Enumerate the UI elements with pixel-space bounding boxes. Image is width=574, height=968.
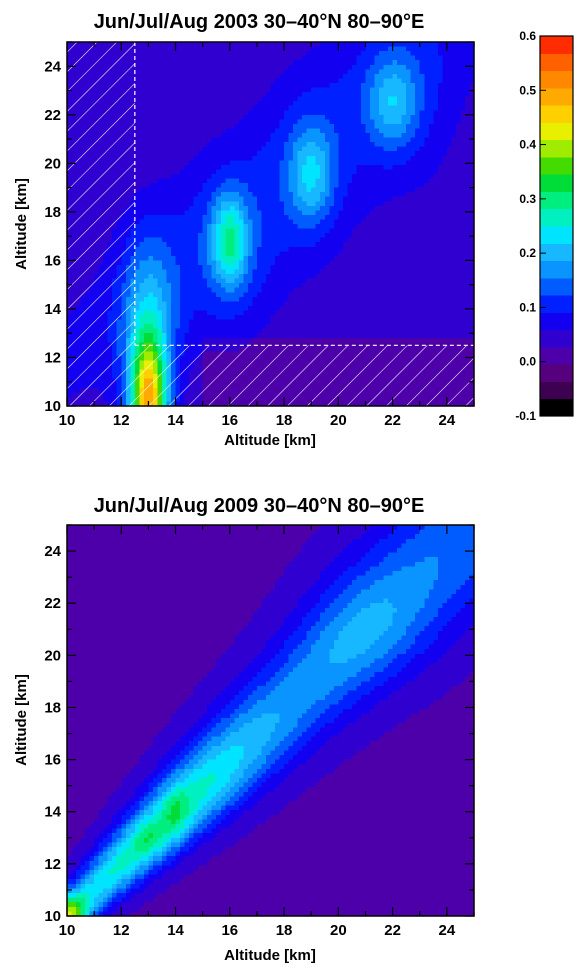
x-tick-label: 12 xyxy=(113,412,130,429)
colorbar-cell xyxy=(540,277,573,296)
colorbar-cell xyxy=(540,364,573,382)
plot-frame xyxy=(66,41,475,407)
colorbar-tick-label: 0.0 xyxy=(519,355,536,369)
x-tick-label: 14 xyxy=(167,412,184,429)
y-tick-label: 20 xyxy=(44,647,61,664)
colorbar-cell xyxy=(540,70,573,89)
colorbar-tick-label: -0.1 xyxy=(515,409,536,423)
x-tick-label: 20 xyxy=(330,922,347,939)
colorbar-frame xyxy=(539,35,574,417)
y-tick-label: 10 xyxy=(44,398,61,415)
colorbar-tick-label: 0.6 xyxy=(519,29,536,43)
heatmap-area xyxy=(67,42,474,406)
x-tick-label: 10 xyxy=(59,922,76,939)
colorbar-cell xyxy=(540,260,573,279)
hatched-region-bottom xyxy=(134,345,474,406)
axis-ticks xyxy=(66,41,475,407)
y-tick-label: 24 xyxy=(44,543,61,560)
panel-2009: Jun/Jul/Aug 2009 30–40°N 80–90°E 10 12 14 1… xyxy=(13,495,475,964)
x-tick-labels: 10 12 14 16 18 20 22 24 xyxy=(59,922,456,939)
y-tick-label: 12 xyxy=(44,856,61,873)
colorbar-tick-label: 0.3 xyxy=(519,192,536,206)
colorbar-cell xyxy=(540,243,573,262)
x-tick-label: 22 xyxy=(384,922,401,939)
plot-frame xyxy=(66,524,475,917)
x-tick-labels: 10 12 14 16 18 20 22 24 xyxy=(59,412,456,429)
colorbar-cell xyxy=(540,329,573,348)
y-tick-label: 14 xyxy=(44,804,61,821)
y-tick-label: 22 xyxy=(44,107,61,124)
colorbar-cell xyxy=(540,398,573,417)
chart-title: Jun/Jul/Aug 2003 30–40°N 80–90°E xyxy=(94,11,425,33)
colorbar-cell xyxy=(540,226,573,244)
x-axis-label: Altitude [km] xyxy=(224,432,316,449)
colorbar-tick-label: 0.4 xyxy=(519,138,536,152)
y-axis-label: Altitude [km] xyxy=(13,674,30,766)
colorbar-cell xyxy=(540,381,573,400)
y-tick-label: 24 xyxy=(44,58,61,75)
axis-ticks xyxy=(66,524,475,917)
x-tick-label: 24 xyxy=(439,412,456,429)
y-tick-label: 22 xyxy=(44,595,61,612)
y-tick-label: 18 xyxy=(44,699,61,716)
y-tick-label: 20 xyxy=(44,155,61,172)
colorbar-cell xyxy=(540,105,573,123)
colorbar-tick-label: 0.5 xyxy=(519,83,536,97)
y-tick-labels: 10 12 14 16 18 20 22 24 xyxy=(44,58,61,415)
hatched-region-left xyxy=(67,42,135,406)
x-axis-label: Altitude [km] xyxy=(224,947,316,964)
x-tick-label: 24 xyxy=(439,922,456,939)
x-tick-label: 14 xyxy=(167,922,184,939)
colorbar-cell xyxy=(540,312,573,331)
x-tick-label: 16 xyxy=(221,922,238,939)
y-tick-label: 12 xyxy=(44,349,61,366)
colorbar-tick-label: 0.2 xyxy=(519,246,536,260)
colorbar-cell xyxy=(540,53,573,72)
x-tick-label: 22 xyxy=(384,412,401,429)
colorbar-cell xyxy=(540,208,573,227)
y-tick-label: 16 xyxy=(44,252,61,269)
colorbar-cell xyxy=(540,122,573,141)
x-tick-label: 16 xyxy=(221,412,238,429)
colorbar-cell xyxy=(540,191,573,210)
heatmap-area xyxy=(67,525,474,916)
colorbar-cell xyxy=(540,346,573,365)
x-tick-label: 20 xyxy=(330,412,347,429)
y-tick-label: 18 xyxy=(44,204,61,221)
y-axis-label: Altitude [km] xyxy=(13,178,30,270)
colorbar-cell xyxy=(540,139,573,158)
colorbar: -0.1 0.0 0.1 0.2 0.3 0.4 0.5 0.6 xyxy=(515,29,574,423)
x-tick-label: 12 xyxy=(113,922,130,939)
y-tick-label: 14 xyxy=(44,301,61,318)
y-tick-label: 16 xyxy=(44,752,61,769)
colorbar-cell xyxy=(540,174,573,192)
colorbar-tick-label: 0.1 xyxy=(519,300,536,314)
colorbar-cell xyxy=(540,295,573,313)
colorbar-cell xyxy=(540,156,573,175)
panel-2003: Jun/Jul/Aug 2003 30–40°N 80–90°E 10 12 14 1… xyxy=(13,11,475,449)
colorbar-cell xyxy=(540,87,573,106)
y-tick-label: 10 xyxy=(44,908,61,925)
x-tick-label: 18 xyxy=(276,922,293,939)
colorbar-cell xyxy=(540,36,573,54)
x-tick-label: 18 xyxy=(276,412,293,429)
chart-title: Jun/Jul/Aug 2009 30–40°N 80–90°E xyxy=(94,495,425,517)
x-tick-label: 10 xyxy=(59,412,76,429)
y-tick-labels: 10 12 14 16 18 20 22 24 xyxy=(44,543,61,925)
